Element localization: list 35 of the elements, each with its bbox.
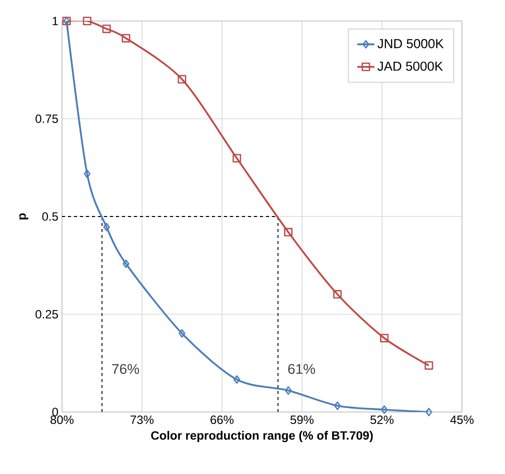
ref-line-label: 76%	[112, 364, 140, 374]
legend-label: JND 5000K	[378, 39, 444, 48]
point	[284, 386, 292, 395]
x-tick-label: 45%	[450, 416, 474, 424]
point	[84, 170, 90, 178]
x-tick-label: 66%	[210, 416, 234, 424]
point	[102, 24, 111, 34]
point	[122, 34, 130, 42]
x-tick-label: 52%	[370, 416, 394, 424]
point	[284, 228, 293, 236]
y-tick-label: 1	[52, 16, 58, 26]
point	[380, 405, 388, 414]
point	[232, 154, 242, 162]
point	[333, 290, 342, 299]
point	[424, 361, 434, 370]
y-axis-title: p	[19, 213, 28, 220]
point	[178, 329, 186, 338]
y-tick-label: 0.25	[36, 310, 58, 318]
point	[426, 408, 432, 416]
x-axis-title: Color reproduction range (% of BT.709)	[151, 430, 373, 442]
point	[334, 401, 341, 410]
y-tick-label: 0.75	[36, 114, 58, 123]
point	[234, 375, 240, 384]
point	[82, 16, 92, 26]
ref-line-label: 61%	[288, 364, 316, 374]
legend-label: JAD 5000K	[378, 62, 443, 71]
point	[380, 334, 389, 342]
y-tick-label: 0.5	[42, 212, 58, 221]
y-tick-label: 0	[52, 408, 58, 416]
x-tick-label: 73%	[130, 416, 154, 424]
x-tick-label: 80%	[50, 416, 74, 424]
point	[178, 75, 186, 84]
point	[103, 222, 110, 232]
x-tick-label: 59%	[290, 416, 314, 424]
point	[122, 260, 130, 268]
